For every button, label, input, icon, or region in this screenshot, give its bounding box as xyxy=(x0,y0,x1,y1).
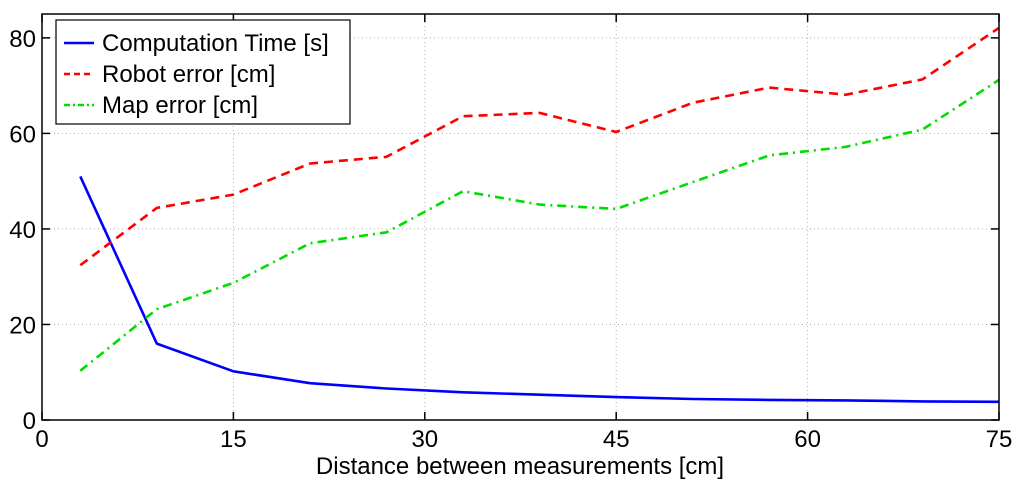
legend-label-1: Computation Time [s] xyxy=(102,30,329,57)
x-axis-title: Distance between measurements [cm] xyxy=(316,453,724,480)
legend: Computation Time [s] Robot error [cm] Map … xyxy=(55,19,351,125)
series-lines xyxy=(79,26,1000,404)
y-tick-label: 40 xyxy=(9,217,36,244)
series-line-2 xyxy=(79,26,1000,267)
y-tick-label: 20 xyxy=(9,312,36,339)
x-tick-label: 75 xyxy=(986,426,1013,453)
x-tick-label: 0 xyxy=(35,426,48,453)
x-tick-label: 15 xyxy=(220,426,247,453)
x-tick-label: 60 xyxy=(794,426,821,453)
y-tick-label: 0 xyxy=(23,408,36,435)
legend-label-3: Map error [cm] xyxy=(102,92,258,119)
series-line-1 xyxy=(79,175,1000,404)
plot-frame xyxy=(41,13,1000,421)
x-tick-label: 45 xyxy=(603,426,630,453)
series-line-3 xyxy=(79,78,1000,372)
legend-box xyxy=(55,19,351,125)
y-tick-label: 80 xyxy=(9,26,36,53)
y-tick-label: 60 xyxy=(9,121,36,148)
axis-ticks: 0 15 30 45 60 75 0 20 40 60 80 xyxy=(9,14,1012,453)
x-tick-label: 30 xyxy=(411,426,438,453)
legend-label-2: Robot error [cm] xyxy=(102,61,275,88)
